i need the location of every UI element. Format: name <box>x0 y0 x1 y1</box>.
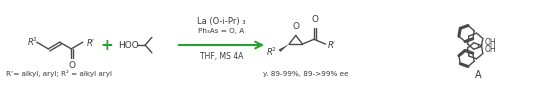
Text: R$^2$: R$^2$ <box>266 46 277 58</box>
Text: R$'$: R$'$ <box>86 37 95 48</box>
Text: O: O <box>69 61 76 70</box>
Text: +: + <box>101 38 113 53</box>
Text: A: A <box>475 70 481 80</box>
Text: R’= alkyl, aryl; R² = alkyl aryl: R’= alkyl, aryl; R² = alkyl aryl <box>6 70 112 77</box>
Text: O: O <box>311 15 318 24</box>
Text: HOO: HOO <box>118 41 139 49</box>
Text: R$'$: R$'$ <box>327 39 337 50</box>
Text: O: O <box>292 22 299 31</box>
Text: OH: OH <box>485 45 497 54</box>
Text: R$^2$: R$^2$ <box>28 36 38 48</box>
Text: La (O-i-Pr) ₃: La (O-i-Pr) ₃ <box>197 17 246 26</box>
Text: THF, MS 4A: THF, MS 4A <box>200 52 243 61</box>
Text: OH: OH <box>485 38 497 47</box>
Text: y. 89-99%, 89->99% ee: y. 89-99%, 89->99% ee <box>262 71 348 77</box>
Text: Ph₃As = O, A: Ph₃As = O, A <box>199 28 245 34</box>
Polygon shape <box>279 44 289 52</box>
